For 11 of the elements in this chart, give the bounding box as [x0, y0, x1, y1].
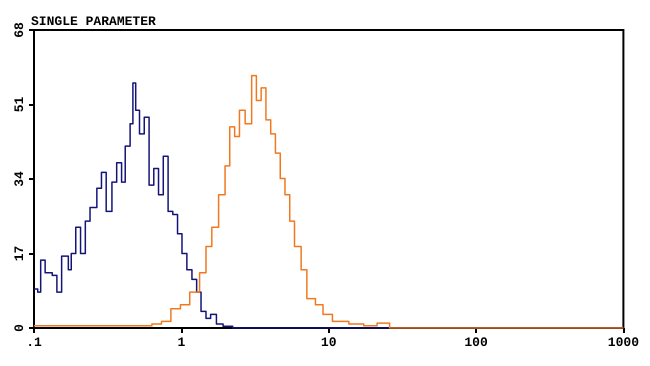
- x-tick-label: 1: [177, 335, 186, 350]
- x-tick-label: 1000: [608, 335, 640, 350]
- y-tick-label: 17: [12, 246, 27, 262]
- y-tick-label: 34: [12, 171, 27, 187]
- x-tick-label: 10: [320, 335, 337, 350]
- x-tick-label: 100: [464, 335, 488, 350]
- y-tick-label: 51: [12, 96, 27, 112]
- y-tick-label: 68: [12, 22, 27, 38]
- x-tick-label: .1: [26, 335, 42, 350]
- chart-title: SINGLE PARAMETER: [31, 14, 156, 29]
- y-tick-label: 0: [12, 324, 27, 332]
